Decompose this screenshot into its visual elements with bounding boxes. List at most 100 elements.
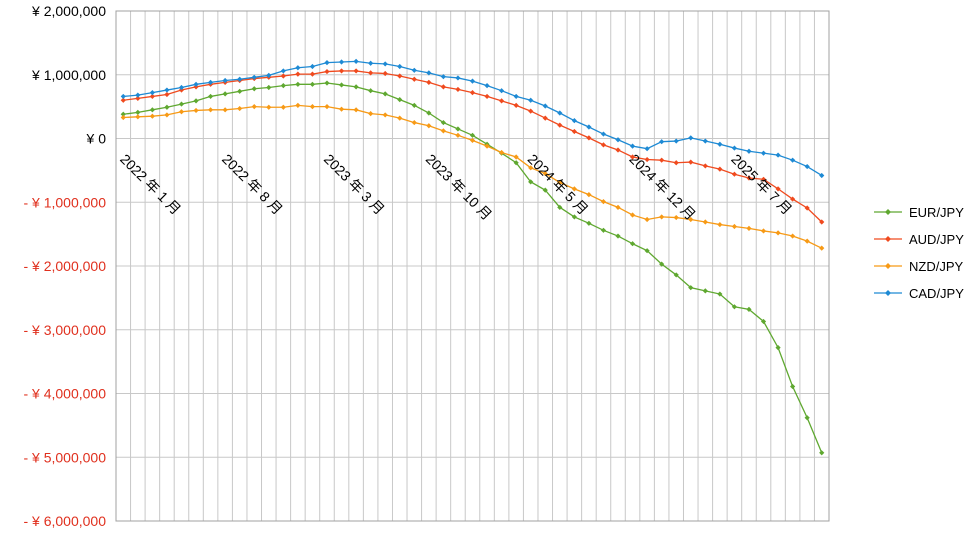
data-point — [804, 205, 810, 211]
data-point — [775, 230, 781, 236]
data-point — [790, 196, 796, 202]
data-point — [557, 122, 563, 128]
series-nzd-jpy — [120, 102, 825, 251]
legend-item: EUR/JPY — [874, 205, 964, 220]
data-point — [178, 109, 185, 115]
data-point — [746, 225, 752, 231]
data-point — [731, 171, 738, 177]
data-point — [426, 123, 432, 129]
data-point — [499, 88, 505, 94]
data-point — [615, 147, 621, 153]
data-point — [193, 81, 199, 87]
data-point — [440, 84, 446, 90]
chart-legend: EUR/JPY AUD/JPY NZD/JPY CAD/JPY — [874, 205, 964, 301]
data-point — [368, 111, 374, 117]
data-point — [207, 93, 214, 100]
data-point — [717, 291, 723, 297]
data-point — [746, 175, 752, 181]
data-point — [615, 204, 621, 210]
data-point — [411, 76, 417, 82]
data-point — [586, 192, 592, 198]
data-point — [731, 223, 738, 230]
data-point — [353, 107, 359, 113]
data-point — [164, 104, 170, 110]
data-point — [368, 88, 374, 94]
data-point — [368, 60, 374, 66]
data-point — [295, 81, 301, 87]
data-point — [469, 90, 476, 96]
data-point — [222, 107, 228, 113]
data-point — [586, 220, 592, 226]
data-point — [280, 104, 286, 110]
data-point — [528, 179, 534, 185]
data-point — [717, 221, 723, 228]
legend-label: CAD/JPY — [909, 286, 964, 301]
data-point — [455, 126, 461, 132]
data-point — [353, 84, 359, 90]
data-point — [382, 112, 388, 118]
series-line — [123, 104, 823, 249]
data-point — [135, 109, 141, 115]
data-point — [673, 160, 679, 166]
chart-series — [120, 58, 825, 456]
data-point — [513, 154, 519, 160]
data-point — [804, 238, 810, 244]
data-point — [819, 172, 825, 179]
data-point — [790, 157, 796, 163]
data-point — [120, 114, 126, 121]
data-point — [193, 107, 199, 114]
data-point — [338, 106, 345, 112]
data-point — [266, 84, 272, 91]
data-point — [819, 219, 825, 225]
data-point — [120, 93, 126, 100]
data-point — [309, 104, 316, 110]
data-point — [557, 204, 563, 210]
data-point — [469, 78, 476, 84]
data-point — [280, 68, 286, 74]
data-point — [804, 415, 810, 421]
legend-marker — [885, 209, 891, 215]
data-point — [178, 84, 185, 91]
y-tick-label: ¥ 1,000,000 — [31, 67, 106, 83]
data-point — [309, 63, 316, 70]
data-point — [382, 91, 388, 97]
data-point — [600, 131, 607, 137]
y-tick-label: - ¥ 4,000,000 — [23, 386, 106, 402]
data-point — [542, 115, 548, 121]
data-point — [149, 90, 155, 96]
data-point — [324, 104, 330, 110]
data-point — [397, 73, 403, 79]
data-point — [193, 98, 199, 104]
data-point — [673, 138, 679, 144]
data-point — [673, 214, 679, 221]
data-point — [178, 101, 185, 107]
data-point — [717, 141, 723, 147]
data-point — [542, 170, 548, 177]
data-point — [237, 76, 243, 82]
data-point — [615, 233, 621, 239]
data-point — [615, 137, 621, 143]
data-point — [688, 135, 694, 141]
data-point — [629, 143, 636, 149]
data-point — [775, 345, 781, 351]
data-point — [659, 157, 665, 163]
data-point — [484, 93, 490, 100]
data-point — [338, 59, 345, 65]
data-point — [266, 72, 272, 78]
legend-label: NZD/JPY — [909, 259, 964, 274]
data-point — [746, 148, 752, 154]
legend-marker — [885, 290, 891, 296]
data-point — [557, 179, 563, 186]
data-point — [513, 102, 519, 108]
data-point — [469, 132, 476, 138]
data-point — [528, 97, 534, 103]
data-point — [513, 93, 519, 100]
data-point — [688, 159, 694, 165]
data-point — [237, 105, 243, 112]
data-point — [819, 450, 825, 456]
data-point — [542, 187, 548, 193]
data-point — [571, 128, 577, 135]
legend-item: CAD/JPY — [874, 286, 964, 301]
data-point — [731, 145, 738, 151]
